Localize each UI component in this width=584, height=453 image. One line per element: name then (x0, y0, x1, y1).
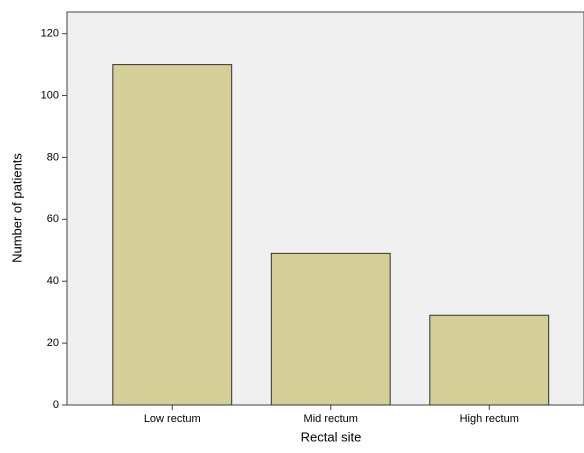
bar (270, 252, 391, 406)
y-tick-label: 40 (47, 275, 59, 287)
bar (112, 64, 233, 406)
y-axis-title: Number of patients (9, 153, 24, 263)
y-tick-label: 100 (41, 89, 59, 101)
y-tick-label: 20 (47, 337, 59, 349)
y-tick-label: 120 (41, 28, 59, 40)
bar (429, 314, 550, 406)
y-tick-label: 0 (53, 399, 59, 411)
x-tick-label: Mid rectum (304, 413, 358, 425)
x-tick-label: High rectum (460, 413, 519, 425)
x-tick-label: Low rectum (144, 413, 201, 425)
x-axis-title: Rectal site (301, 429, 362, 444)
y-tick-label: 60 (47, 213, 59, 225)
y-tick-label: 80 (47, 151, 59, 163)
